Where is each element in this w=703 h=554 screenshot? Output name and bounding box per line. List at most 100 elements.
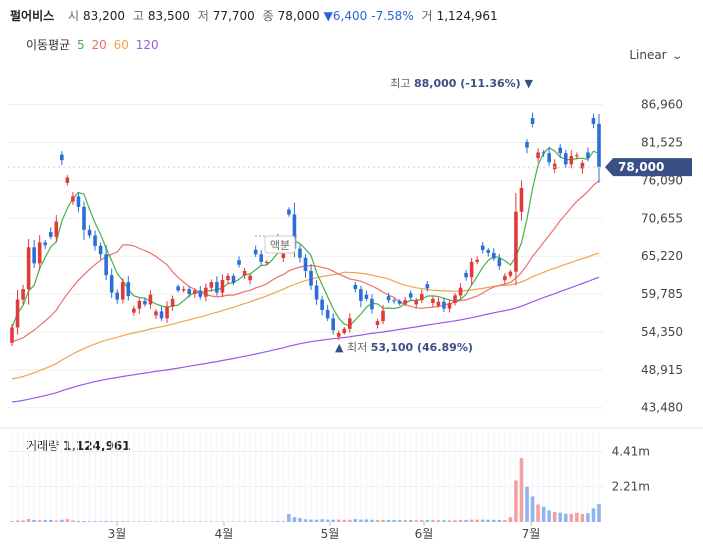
candle-body: [287, 209, 291, 215]
volume-bar: [281, 521, 286, 522]
candle-body: [580, 162, 585, 169]
ma120-label: 120: [135, 38, 159, 52]
candle-body: [414, 300, 419, 305]
scale-toggle[interactable]: Linear ⌄: [629, 48, 682, 62]
candle-body: [154, 311, 158, 316]
candle-body: [370, 298, 374, 310]
volume-bar: [464, 519, 468, 522]
change-pct: -7.58%: [371, 9, 414, 23]
volume-bar: [314, 519, 319, 522]
y-tick-label: 65,220: [641, 249, 683, 263]
x-tick-label: 4월: [215, 527, 234, 541]
volume-bar: [486, 519, 491, 522]
candle-body: [547, 153, 551, 163]
candle-body: [253, 249, 258, 255]
volume-bar: [15, 520, 20, 522]
candle-body: [231, 275, 236, 283]
volume-bar: [82, 521, 86, 522]
volume-bar: [552, 512, 557, 522]
volume-bar: [541, 506, 546, 522]
candle-body: [309, 270, 313, 286]
volume-bar: [10, 521, 14, 522]
candle-body: [342, 328, 347, 333]
event-marker-label: 액분: [270, 239, 290, 252]
volume-bar: [65, 519, 70, 522]
candle-body: [442, 301, 446, 309]
y-tick-label: 48,915: [641, 363, 683, 377]
volume-bar: [104, 521, 108, 522]
candle-body: [181, 289, 186, 291]
low-value: 77,700: [212, 9, 255, 23]
candle-body: [475, 259, 479, 262]
volume-bar: [375, 519, 380, 522]
candle-body: [525, 141, 529, 148]
candle-body: [552, 163, 557, 170]
candle-body: [348, 318, 352, 329]
candle-body: [220, 280, 225, 293]
low-label: 저: [197, 9, 209, 23]
candle-body: [165, 306, 169, 319]
candle-body: [54, 221, 59, 237]
candle-body: [143, 300, 147, 305]
volume-bar: [431, 520, 435, 522]
candle-body: [71, 196, 75, 202]
candle-body: [60, 154, 64, 161]
volume-bar: [165, 521, 169, 522]
candle-body: [359, 289, 363, 301]
volume-bar: [580, 514, 585, 522]
volume-bar: [408, 520, 413, 522]
candle-body: [514, 211, 518, 272]
volume-bar: [292, 517, 297, 522]
scale-label: Linear: [629, 48, 667, 62]
event-marker-box: [264, 235, 296, 254]
candle-body: [187, 289, 192, 294]
candle-body: [98, 245, 103, 255]
volume-bar: [575, 512, 579, 522]
high-annotation: 최고 88,000 (-11.36%) ▼: [390, 77, 533, 90]
volume-bar: [436, 520, 441, 522]
candle-body: [469, 261, 474, 278]
volume-bar: [109, 521, 114, 522]
volume-bar: [26, 518, 31, 522]
volume-bar: [120, 521, 125, 522]
candle-body: [237, 260, 241, 265]
candle-body: [314, 285, 319, 300]
candle-body: [21, 289, 25, 300]
candle-body: [104, 254, 108, 276]
y-tick-label: 54,350: [641, 325, 683, 339]
open-label: 시: [68, 9, 80, 23]
volume-bar: [591, 508, 596, 522]
candle-body: [364, 294, 369, 299]
candle-body: [148, 294, 153, 305]
candle-body: [320, 299, 324, 310]
candle-body: [575, 155, 579, 157]
volume-bar: [126, 521, 131, 522]
volume-bar: [508, 517, 513, 522]
candle-body: [569, 155, 574, 165]
candle-body: [209, 282, 214, 288]
y-tick-label: 59,785: [641, 287, 683, 301]
y-tick-label: 76,090: [641, 173, 683, 187]
candle-body: [558, 147, 563, 154]
candle-body: [419, 293, 424, 301]
volume-bar: [536, 504, 540, 522]
ma20-label: 20: [91, 38, 107, 52]
volume-bar: [458, 520, 463, 522]
volume-bar: [403, 520, 407, 522]
ma-legend[interactable]: 이동평균 5 20 60 120: [26, 36, 162, 53]
candle-body: [436, 301, 441, 306]
candle-body: [248, 275, 252, 281]
volume-bar: [287, 514, 291, 522]
candle-body: [458, 287, 463, 296]
volume-bar: [76, 520, 81, 522]
candle-body: [176, 286, 180, 291]
volume-bar: [71, 520, 75, 522]
volume-tick-label: 2.21m: [612, 480, 650, 494]
volume-bar: [320, 519, 324, 522]
candle-body: [32, 247, 36, 264]
volume-bar: [370, 519, 374, 522]
volume-bar: [115, 521, 120, 522]
volume-bar: [325, 519, 330, 522]
volume-bar: [48, 519, 53, 522]
